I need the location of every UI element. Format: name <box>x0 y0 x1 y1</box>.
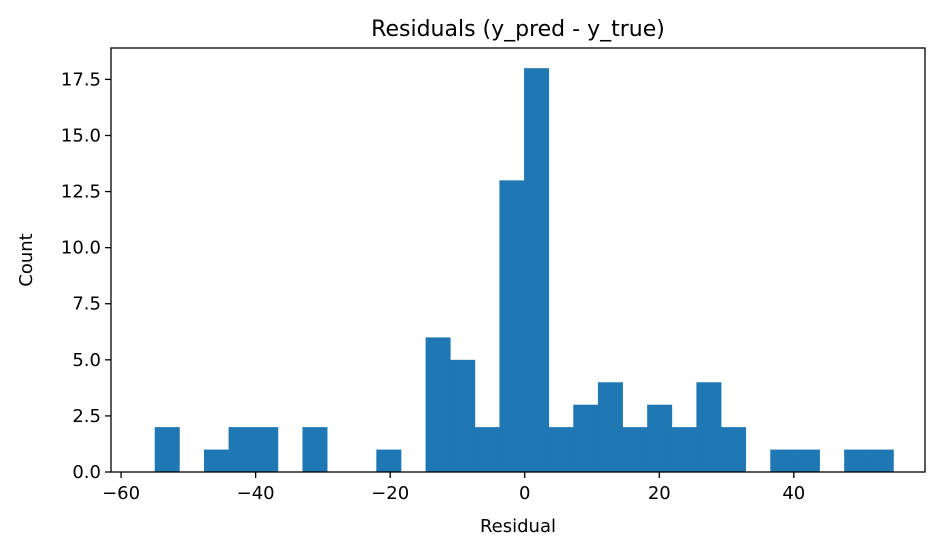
y-tick-label: 2.5 <box>72 406 101 427</box>
x-tick-label: 20 <box>648 483 671 504</box>
histogram-bar <box>844 449 870 472</box>
plot-frame <box>110 47 926 473</box>
y-tick-label: 15.0 <box>61 125 101 146</box>
y-tick-label: 10.0 <box>61 238 101 259</box>
x-tick-label: −40 <box>237 483 275 504</box>
histogram-bar <box>868 449 894 472</box>
y-tick-label: 0.0 <box>72 462 101 483</box>
x-tick-label: −20 <box>371 483 409 504</box>
x-tick-label: −60 <box>102 483 140 504</box>
histogram-bar <box>622 427 648 472</box>
x-axis-ticks: −60 −40 −20 0 20 40 <box>102 472 805 504</box>
x-tick-label: 0 <box>519 483 530 504</box>
histogram-bar <box>573 404 599 472</box>
x-tick-label: 40 <box>782 483 805 504</box>
histogram-bar <box>154 427 180 472</box>
histogram-bar <box>203 449 229 472</box>
bars-group <box>154 68 894 473</box>
y-tick-label: 7.5 <box>72 294 101 315</box>
histogram-bar <box>253 427 279 472</box>
histogram-bar <box>376 449 402 472</box>
y-tick-label: 5.0 <box>72 350 101 371</box>
histogram-bar <box>770 449 796 472</box>
y-tick-label: 12.5 <box>61 182 101 203</box>
histogram-bar <box>302 427 328 472</box>
histogram-bar <box>474 427 500 472</box>
histogram-bar <box>647 404 673 472</box>
histogram-bar <box>450 359 476 472</box>
histogram-bar <box>425 337 451 472</box>
y-tick-label: 17.5 <box>61 69 101 90</box>
chart-title: Residuals (y_pred - y_true) <box>371 17 665 42</box>
histogram-bar <box>721 427 747 472</box>
histogram-bar <box>499 180 525 473</box>
histogram-bar <box>524 68 550 472</box>
x-axis-label: Residual <box>480 516 556 537</box>
histogram-bar <box>671 427 697 472</box>
histogram-bar <box>228 427 254 472</box>
histogram-bar <box>696 382 722 472</box>
histogram-bar <box>597 382 623 472</box>
histogram-bar <box>548 427 574 472</box>
y-axis-ticks: 0.0 2.5 5.0 7.5 10.0 12.5 15.0 17.5 <box>61 69 111 483</box>
y-axis-label: Count <box>16 233 37 286</box>
histogram-bar <box>794 449 820 472</box>
